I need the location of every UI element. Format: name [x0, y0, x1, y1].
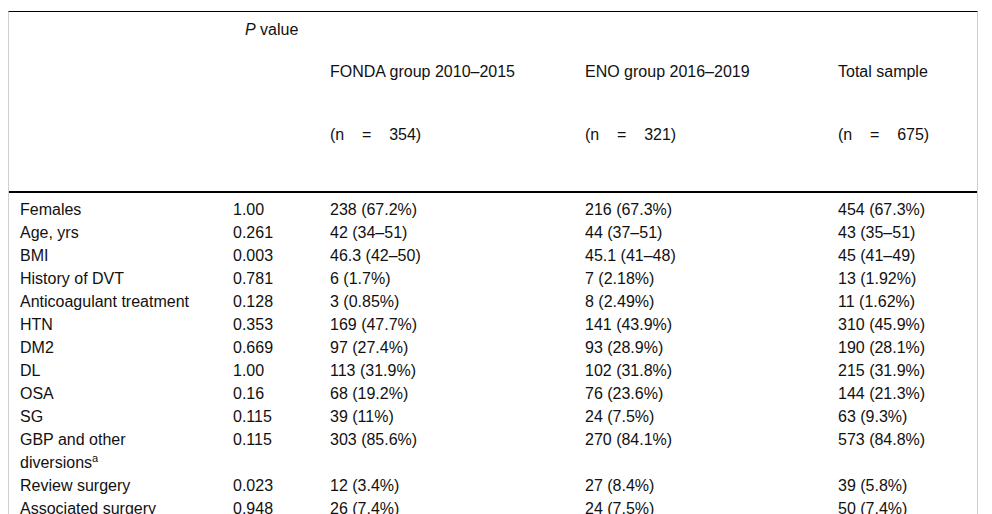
p-value-cell: 0.781 [233, 267, 330, 290]
p-value-header: P value [233, 12, 330, 192]
total-value-cell: 13 (1.92%) [838, 267, 977, 290]
p-value-cell: 1.00 [233, 359, 330, 382]
table-row: HTN0.353169 (47.7%)141 (43.9%)310 (45.9%… [9, 313, 977, 336]
total-sample-title: Total sample [838, 61, 977, 82]
row-label-cell: Associated surgery [9, 497, 233, 514]
p-value-cell: 0.669 [233, 336, 330, 359]
table-row: Females1.00238 (67.2%)216 (67.3%)454 (67… [9, 192, 977, 221]
table-row: GBP and other diversionsa0.115303 (85.6%… [9, 428, 977, 474]
table-row: Associated surgery0.94826 (7.4%)24 (7.5%… [9, 497, 977, 514]
eno-value-cell: 8 (2.49%) [585, 290, 838, 313]
total-value-cell: 144 (21.3%) [838, 382, 977, 405]
eno-value-cell: 7 (2.18%) [585, 267, 838, 290]
row-label-header [9, 12, 233, 192]
p-value-cell: 0.16 [233, 382, 330, 405]
row-label-cell: SG [9, 405, 233, 428]
p-value-header-italic: P [245, 21, 256, 38]
row-label-cell: DM2 [9, 336, 233, 359]
p-value-cell: 0.261 [233, 221, 330, 244]
table-row: BMI0.00346.3 (42–50)45.1 (41–48)45 (41–4… [9, 244, 977, 267]
fonda-value-cell: 3 (0.85%) [330, 290, 585, 313]
fonda-value-cell: 97 (27.4%) [330, 336, 585, 359]
row-label-cell: Anticoagulant treatment [9, 290, 233, 313]
row-label-cell: Review surgery [9, 474, 233, 497]
total-sample-header: Total sample (n = 675) [838, 12, 977, 192]
total-value-cell: 43 (35–51) [838, 221, 977, 244]
fonda-value-cell: 113 (31.9%) [330, 359, 585, 382]
table-body: Females1.00238 (67.2%)216 (67.3%)454 (67… [9, 192, 977, 514]
p-value-cell: 0.353 [233, 313, 330, 336]
fonda-value-cell: 12 (3.4%) [330, 474, 585, 497]
total-sample-n: (n = 675) [838, 124, 977, 145]
header-row: P value FONDA group 2010–2015 (n = 354) … [9, 12, 977, 192]
table-row: OSA0.1668 (19.2%)76 (23.6%)144 (21.3%) [9, 382, 977, 405]
row-label-cell: Females [9, 192, 233, 221]
table-header: P value FONDA group 2010–2015 (n = 354) … [9, 12, 977, 192]
fonda-value-cell: 39 (11%) [330, 405, 585, 428]
p-value-cell: 0.003 [233, 244, 330, 267]
eno-value-cell: 27 (8.4%) [585, 474, 838, 497]
p-value-header-rest: value [256, 21, 299, 38]
table-row: Age, yrs0.26142 (34–51)44 (37–51)43 (35–… [9, 221, 977, 244]
row-label-cell: BMI [9, 244, 233, 267]
eno-group-title: ENO group 2016–2019 [585, 61, 838, 82]
fonda-group-header: FONDA group 2010–2015 (n = 354) [330, 12, 585, 192]
fonda-value-cell: 169 (47.7%) [330, 313, 585, 336]
p-value-cell: 0.115 [233, 428, 330, 474]
p-value-cell: 0.128 [233, 290, 330, 313]
eno-value-cell: 216 (67.3%) [585, 192, 838, 221]
row-label-cell: History of DVT [9, 267, 233, 290]
row-label-cell: OSA [9, 382, 233, 405]
eno-value-cell: 93 (28.9%) [585, 336, 838, 359]
total-value-cell: 45 (41–49) [838, 244, 977, 267]
total-value-cell: 50 (7.4%) [838, 497, 977, 514]
row-label-cell: GBP and other diversionsa [9, 428, 233, 474]
total-value-cell: 215 (31.9%) [838, 359, 977, 382]
eno-value-cell: 44 (37–51) [585, 221, 838, 244]
eno-value-cell: 141 (43.9%) [585, 313, 838, 336]
table-row: History of DVT0.7816 (1.7%)7 (2.18%)13 (… [9, 267, 977, 290]
row-label-cell: HTN [9, 313, 233, 336]
fonda-value-cell: 68 (19.2%) [330, 382, 585, 405]
total-value-cell: 454 (67.3%) [838, 192, 977, 221]
data-table: P value FONDA group 2010–2015 (n = 354) … [9, 12, 977, 514]
fonda-value-cell: 6 (1.7%) [330, 267, 585, 290]
table-row: Review surgery0.02312 (3.4%)27 (8.4%)39 … [9, 474, 977, 497]
eno-group-header: ENO group 2016–2019 (n = 321) [585, 12, 838, 192]
p-value-cell: 0.948 [233, 497, 330, 514]
fonda-value-cell: 46.3 (42–50) [330, 244, 585, 267]
total-value-cell: 11 (1.62%) [838, 290, 977, 313]
row-label-cell: Age, yrs [9, 221, 233, 244]
eno-value-cell: 24 (7.5%) [585, 497, 838, 514]
eno-value-cell: 24 (7.5%) [585, 405, 838, 428]
fonda-group-n: (n = 354) [330, 124, 585, 145]
fonda-value-cell: 238 (67.2%) [330, 192, 585, 221]
total-value-cell: 63 (9.3%) [838, 405, 977, 428]
total-value-cell: 190 (28.1%) [838, 336, 977, 359]
fonda-group-title: FONDA group 2010–2015 [330, 61, 585, 82]
fonda-value-cell: 26 (7.4%) [330, 497, 585, 514]
total-value-cell: 310 (45.9%) [838, 313, 977, 336]
table-row: Anticoagulant treatment0.1283 (0.85%)8 (… [9, 290, 977, 313]
table-row: SG0.11539 (11%)24 (7.5%)63 (9.3%) [9, 405, 977, 428]
total-value-cell: 573 (84.8%) [838, 428, 977, 474]
footnote-marker: a [92, 452, 98, 464]
p-value-cell: 0.023 [233, 474, 330, 497]
table-row: DL1.00113 (31.9%)102 (31.8%)215 (31.9%) [9, 359, 977, 382]
eno-value-cell: 102 (31.8%) [585, 359, 838, 382]
fonda-value-cell: 303 (85.6%) [330, 428, 585, 474]
total-value-cell: 39 (5.8%) [838, 474, 977, 497]
eno-group-n: (n = 321) [585, 124, 838, 145]
fonda-value-cell: 42 (34–51) [330, 221, 585, 244]
eno-value-cell: 270 (84.1%) [585, 428, 838, 474]
table-row: DM20.66997 (27.4%)93 (28.9%)190 (28.1%) [9, 336, 977, 359]
row-label-cell: DL [9, 359, 233, 382]
p-value-cell: 1.00 [233, 192, 330, 221]
patient-characteristics-table: P value FONDA group 2010–2015 (n = 354) … [8, 11, 978, 514]
eno-value-cell: 45.1 (41–48) [585, 244, 838, 267]
p-value-cell: 0.115 [233, 405, 330, 428]
eno-value-cell: 76 (23.6%) [585, 382, 838, 405]
